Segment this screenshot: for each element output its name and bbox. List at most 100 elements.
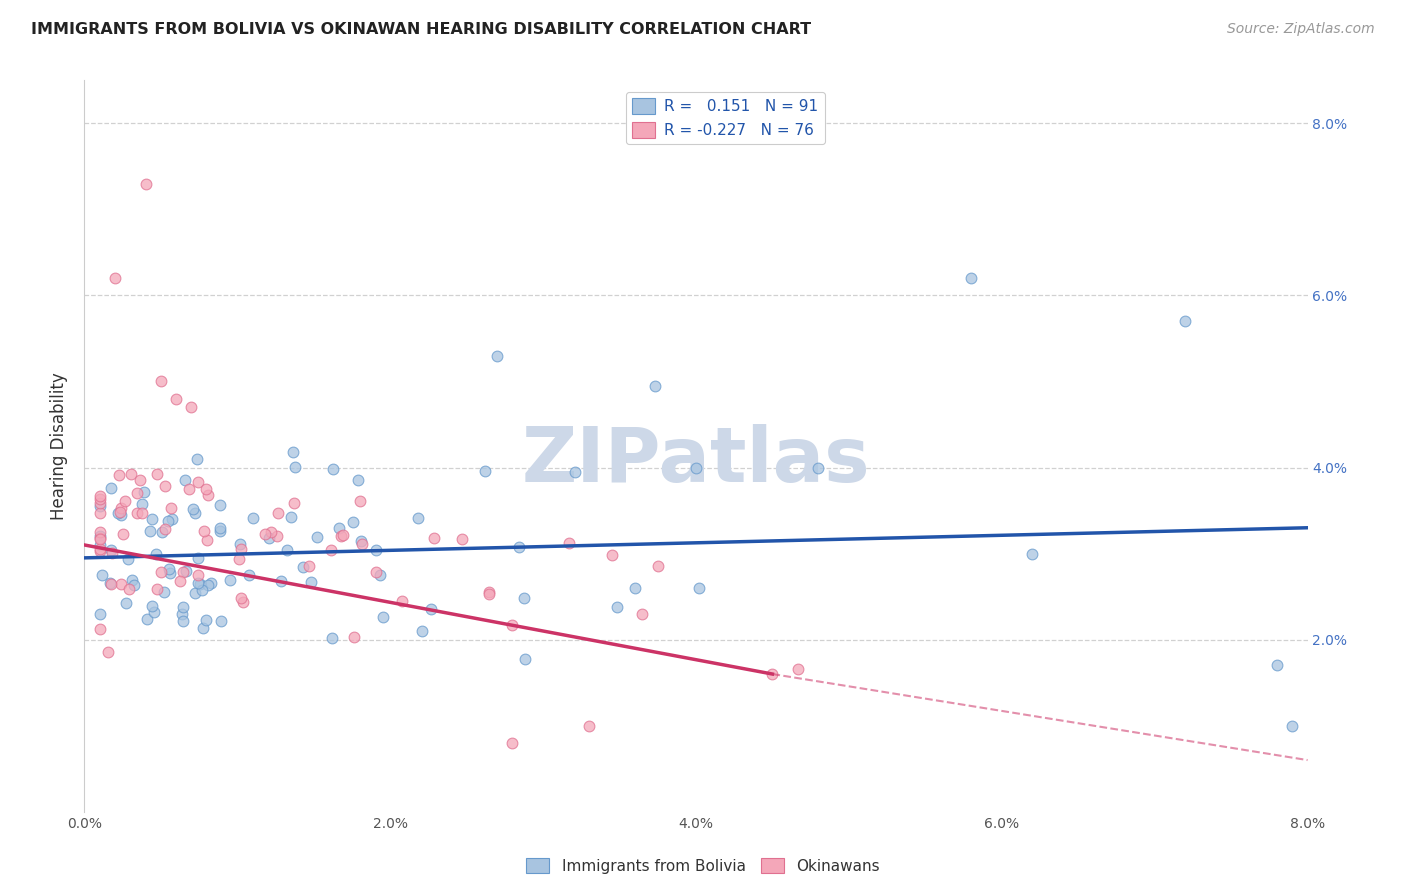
Point <box>477 587 499 601</box>
Point <box>787 662 810 676</box>
Point <box>120 467 142 481</box>
Point <box>1174 314 1197 328</box>
Point <box>281 445 304 459</box>
Point <box>110 577 132 591</box>
Point <box>371 609 394 624</box>
Point <box>187 576 209 591</box>
Point <box>193 524 215 538</box>
Point <box>322 461 344 475</box>
Point <box>238 567 260 582</box>
Point <box>321 631 343 645</box>
Point <box>190 583 212 598</box>
Point <box>219 573 242 587</box>
Point <box>176 564 198 578</box>
Point <box>89 538 111 552</box>
Point <box>153 585 176 599</box>
Point <box>1021 547 1043 561</box>
Point <box>100 481 122 495</box>
Point <box>115 596 138 610</box>
Point <box>141 512 163 526</box>
Point <box>578 719 600 733</box>
Point <box>150 565 173 579</box>
Point <box>155 478 177 492</box>
Point <box>193 621 215 635</box>
Point <box>761 667 783 681</box>
Point <box>157 562 180 576</box>
Point <box>197 577 219 591</box>
Point <box>228 551 250 566</box>
Point <box>209 614 232 628</box>
Point <box>328 521 350 535</box>
Point <box>209 498 232 512</box>
Point <box>267 506 290 520</box>
Point <box>131 506 153 520</box>
Point <box>451 533 474 547</box>
Point <box>169 574 191 588</box>
Point <box>184 507 207 521</box>
Point <box>332 528 354 542</box>
Point <box>89 489 111 503</box>
Point <box>162 511 184 525</box>
Point <box>111 526 134 541</box>
Point <box>195 483 218 497</box>
Legend: Immigrants from Bolivia, Okinawans: Immigrants from Bolivia, Okinawans <box>520 852 886 880</box>
Point <box>391 594 413 608</box>
Point <box>411 624 433 639</box>
Point <box>114 494 136 508</box>
Point <box>187 568 209 582</box>
Point <box>623 582 645 596</box>
Point <box>127 486 149 500</box>
Point <box>342 515 364 529</box>
Point <box>101 546 124 560</box>
Point <box>188 577 211 591</box>
Point <box>366 543 388 558</box>
Point <box>121 574 143 588</box>
Point <box>257 531 280 545</box>
Point <box>100 577 122 591</box>
Point <box>231 591 253 605</box>
Point <box>508 540 530 554</box>
Point <box>89 528 111 542</box>
Point <box>254 526 277 541</box>
Point <box>688 581 710 595</box>
Point <box>501 617 523 632</box>
Point <box>187 475 209 490</box>
Point <box>270 574 292 589</box>
Point <box>342 630 364 644</box>
Point <box>197 488 219 502</box>
Point <box>209 524 232 539</box>
Point <box>180 401 202 415</box>
Point <box>165 392 187 406</box>
Point <box>156 514 179 528</box>
Point <box>486 349 509 363</box>
Point <box>419 601 441 615</box>
Point <box>478 584 501 599</box>
Point <box>117 552 139 566</box>
Point <box>600 549 623 563</box>
Point <box>89 622 111 636</box>
Point <box>183 502 205 516</box>
Point <box>91 567 114 582</box>
Point <box>284 459 307 474</box>
Point <box>319 542 342 557</box>
Point <box>807 460 830 475</box>
Point <box>685 460 707 475</box>
Point <box>647 559 669 574</box>
Point <box>89 532 111 546</box>
Point <box>423 531 446 545</box>
Point <box>174 473 197 487</box>
Point <box>172 600 194 615</box>
Point <box>299 574 322 589</box>
Point <box>145 547 167 561</box>
Point <box>135 611 157 625</box>
Point <box>141 599 163 614</box>
Text: Source: ZipAtlas.com: Source: ZipAtlas.com <box>1227 22 1375 37</box>
Point <box>127 506 149 520</box>
Point <box>89 506 111 520</box>
Point <box>104 271 127 285</box>
Point <box>89 531 111 545</box>
Point <box>631 607 654 622</box>
Point <box>364 565 387 579</box>
Point <box>110 500 132 515</box>
Point <box>291 560 314 574</box>
